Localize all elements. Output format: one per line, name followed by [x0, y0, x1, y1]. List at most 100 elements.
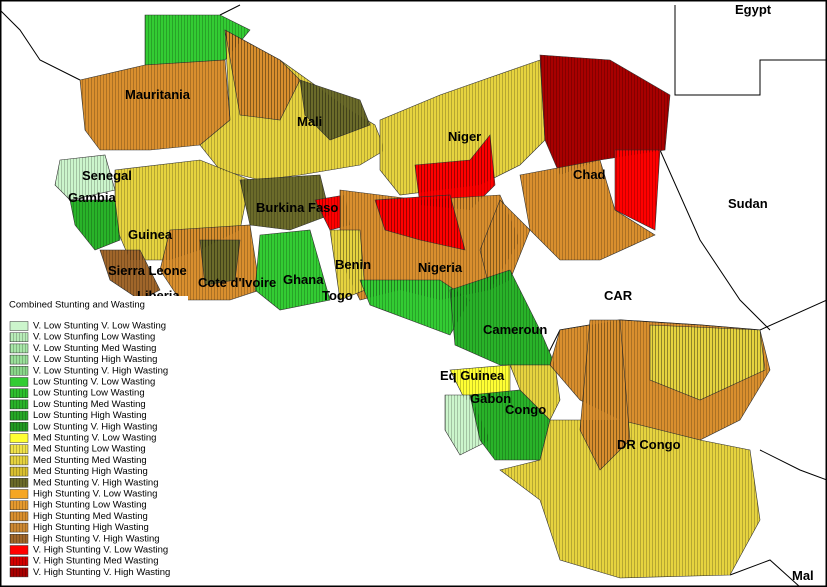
country-label: Ghana: [283, 272, 324, 287]
country-label: Cote d'Ivoire: [198, 275, 276, 290]
country-label: Eq Guinea: [440, 368, 505, 383]
legend-label: Low Stunting V. High Wasting: [33, 421, 157, 432]
legend-label: Med Stunting V. Low Wasting: [33, 433, 156, 444]
country-label: Niger: [448, 129, 481, 144]
legend-label: V. High Stunting V. Low Wasting: [33, 545, 168, 556]
legend-label: Med Stunting Low Wasting: [33, 444, 146, 455]
legend-label: Med Stunting Med Wasting: [33, 455, 147, 466]
region-hatch: [450, 270, 555, 365]
legend-swatch: [9, 377, 29, 387]
legend-swatch-hatch: [10, 422, 28, 432]
legend-label: High Stunting V. High Wasting: [33, 533, 160, 544]
legend-label: Low Stunting Med Wasting: [33, 399, 146, 410]
country-label: Congo: [505, 402, 546, 417]
legend-label: Low Stunting High Wasting: [33, 410, 147, 421]
region-hatch: [145, 15, 250, 65]
country-label: Egypt: [735, 2, 772, 17]
legend-swatch: [9, 321, 29, 331]
region-hatch: [300, 80, 370, 140]
legend-swatch-hatch: [10, 534, 28, 544]
hatching: [55, 15, 770, 578]
legend-swatch-hatch: [10, 366, 28, 376]
country-label: Togo: [322, 288, 353, 303]
legend-box: [6, 296, 188, 580]
region-hatch: [510, 365, 560, 420]
borders: [0, 4, 827, 587]
region-hatch: [415, 135, 495, 210]
legend-swatch-hatch: [10, 332, 28, 342]
region-hatch: [200, 240, 240, 285]
legend-swatch-hatch: [10, 478, 28, 488]
country-label: Sierra Leone: [108, 263, 187, 278]
region-hatch: [650, 325, 765, 400]
legend-swatch-hatch: [10, 556, 28, 566]
country-labels: Egypt Mauritania Mali Niger Chad Sudan S…: [68, 2, 814, 583]
country-label: Benin: [335, 257, 371, 272]
legend-swatch-hatch: [10, 523, 28, 533]
legend-swatch-hatch: [10, 388, 28, 398]
country-label: Guinea: [128, 227, 173, 242]
country-label: Burkina Faso: [256, 200, 338, 215]
region-hatch: [500, 420, 760, 578]
region-hatch: [360, 280, 470, 335]
region-hatch: [540, 55, 670, 175]
country-label: Cameroun: [483, 322, 547, 337]
legend-label: V. Low Stunfing Low Wasting: [33, 332, 155, 343]
region-hatch: [55, 155, 115, 200]
country-label: Mauritania: [125, 87, 191, 102]
region-hatch: [100, 250, 160, 300]
legend-swatch: [9, 433, 29, 443]
region-hatch: [445, 395, 490, 455]
region-hatch: [375, 195, 465, 250]
legend-swatch-hatch: [10, 500, 28, 510]
country-label: Mal: [792, 568, 814, 583]
legend-label: Med Stunting V. High Wasting: [33, 477, 159, 488]
region-hatch: [580, 320, 630, 470]
legend-swatch-hatch: [10, 467, 28, 477]
legend-swatch-hatch: [10, 355, 28, 365]
legend-label: High Stunting Low Wasting: [33, 500, 147, 511]
legend-swatch-hatch: [10, 455, 28, 465]
legend-label: V. Low Stunting Med Wasting: [33, 343, 156, 354]
region-hatch: [70, 200, 120, 250]
region-hatch: [240, 175, 330, 230]
region-hatch: [615, 150, 660, 230]
legend-label: High Stunting Med Wasting: [33, 511, 148, 522]
legend-label: Low Stunting Low Wasting: [33, 388, 145, 399]
country-label: CAR: [604, 288, 633, 303]
legend-label: High Stunting High Wasting: [33, 522, 149, 533]
country-label: Senegal: [82, 168, 132, 183]
legend-swatch-hatch: [10, 444, 28, 454]
country-label: Chad: [573, 167, 606, 182]
legend-swatch: [9, 545, 29, 555]
region-hatch: [330, 230, 365, 300]
legend-title: Combined Stunting and Wasting: [9, 300, 145, 311]
region-hatch: [255, 230, 330, 310]
country-label: DR Congo: [617, 437, 681, 452]
region-hatch: [80, 60, 230, 150]
legend-label: V. Low Stunting V. Low Wasting: [33, 321, 166, 332]
legend-label: Low Stunting V. Low Wasting: [33, 377, 155, 388]
legend-swatch-hatch: [10, 411, 28, 421]
region-hatch: [470, 390, 550, 460]
legend-swatch-hatch: [10, 399, 28, 409]
region-hatch: [450, 365, 510, 400]
country-label: Sudan: [728, 196, 768, 211]
legend-label: V. High Stunting V. High Wasting: [33, 567, 170, 578]
legend-swatch-hatch: [10, 567, 28, 577]
legend: Combined Stunting and Wasting V. Low Stu…: [6, 296, 188, 580]
legend-label: Med Stunting High Wasting: [33, 466, 148, 477]
region-hatch: [225, 30, 300, 120]
country-label: Mali: [297, 114, 322, 129]
country-label: Nigeria: [418, 260, 463, 275]
legend-label: V. Low Stunting V. High Wasting: [33, 365, 168, 376]
legend-swatch-hatch: [10, 343, 28, 353]
region-hatch: [520, 160, 655, 260]
legend-swatch-hatch: [10, 511, 28, 521]
legend-label: High Stunting V. Low Wasting: [33, 489, 157, 500]
country-label: Gabon: [470, 391, 511, 406]
legend-swatch: [9, 489, 29, 499]
legend-label: V. Low Stunting High Wasting: [33, 354, 157, 365]
region-hatch: [380, 60, 545, 195]
